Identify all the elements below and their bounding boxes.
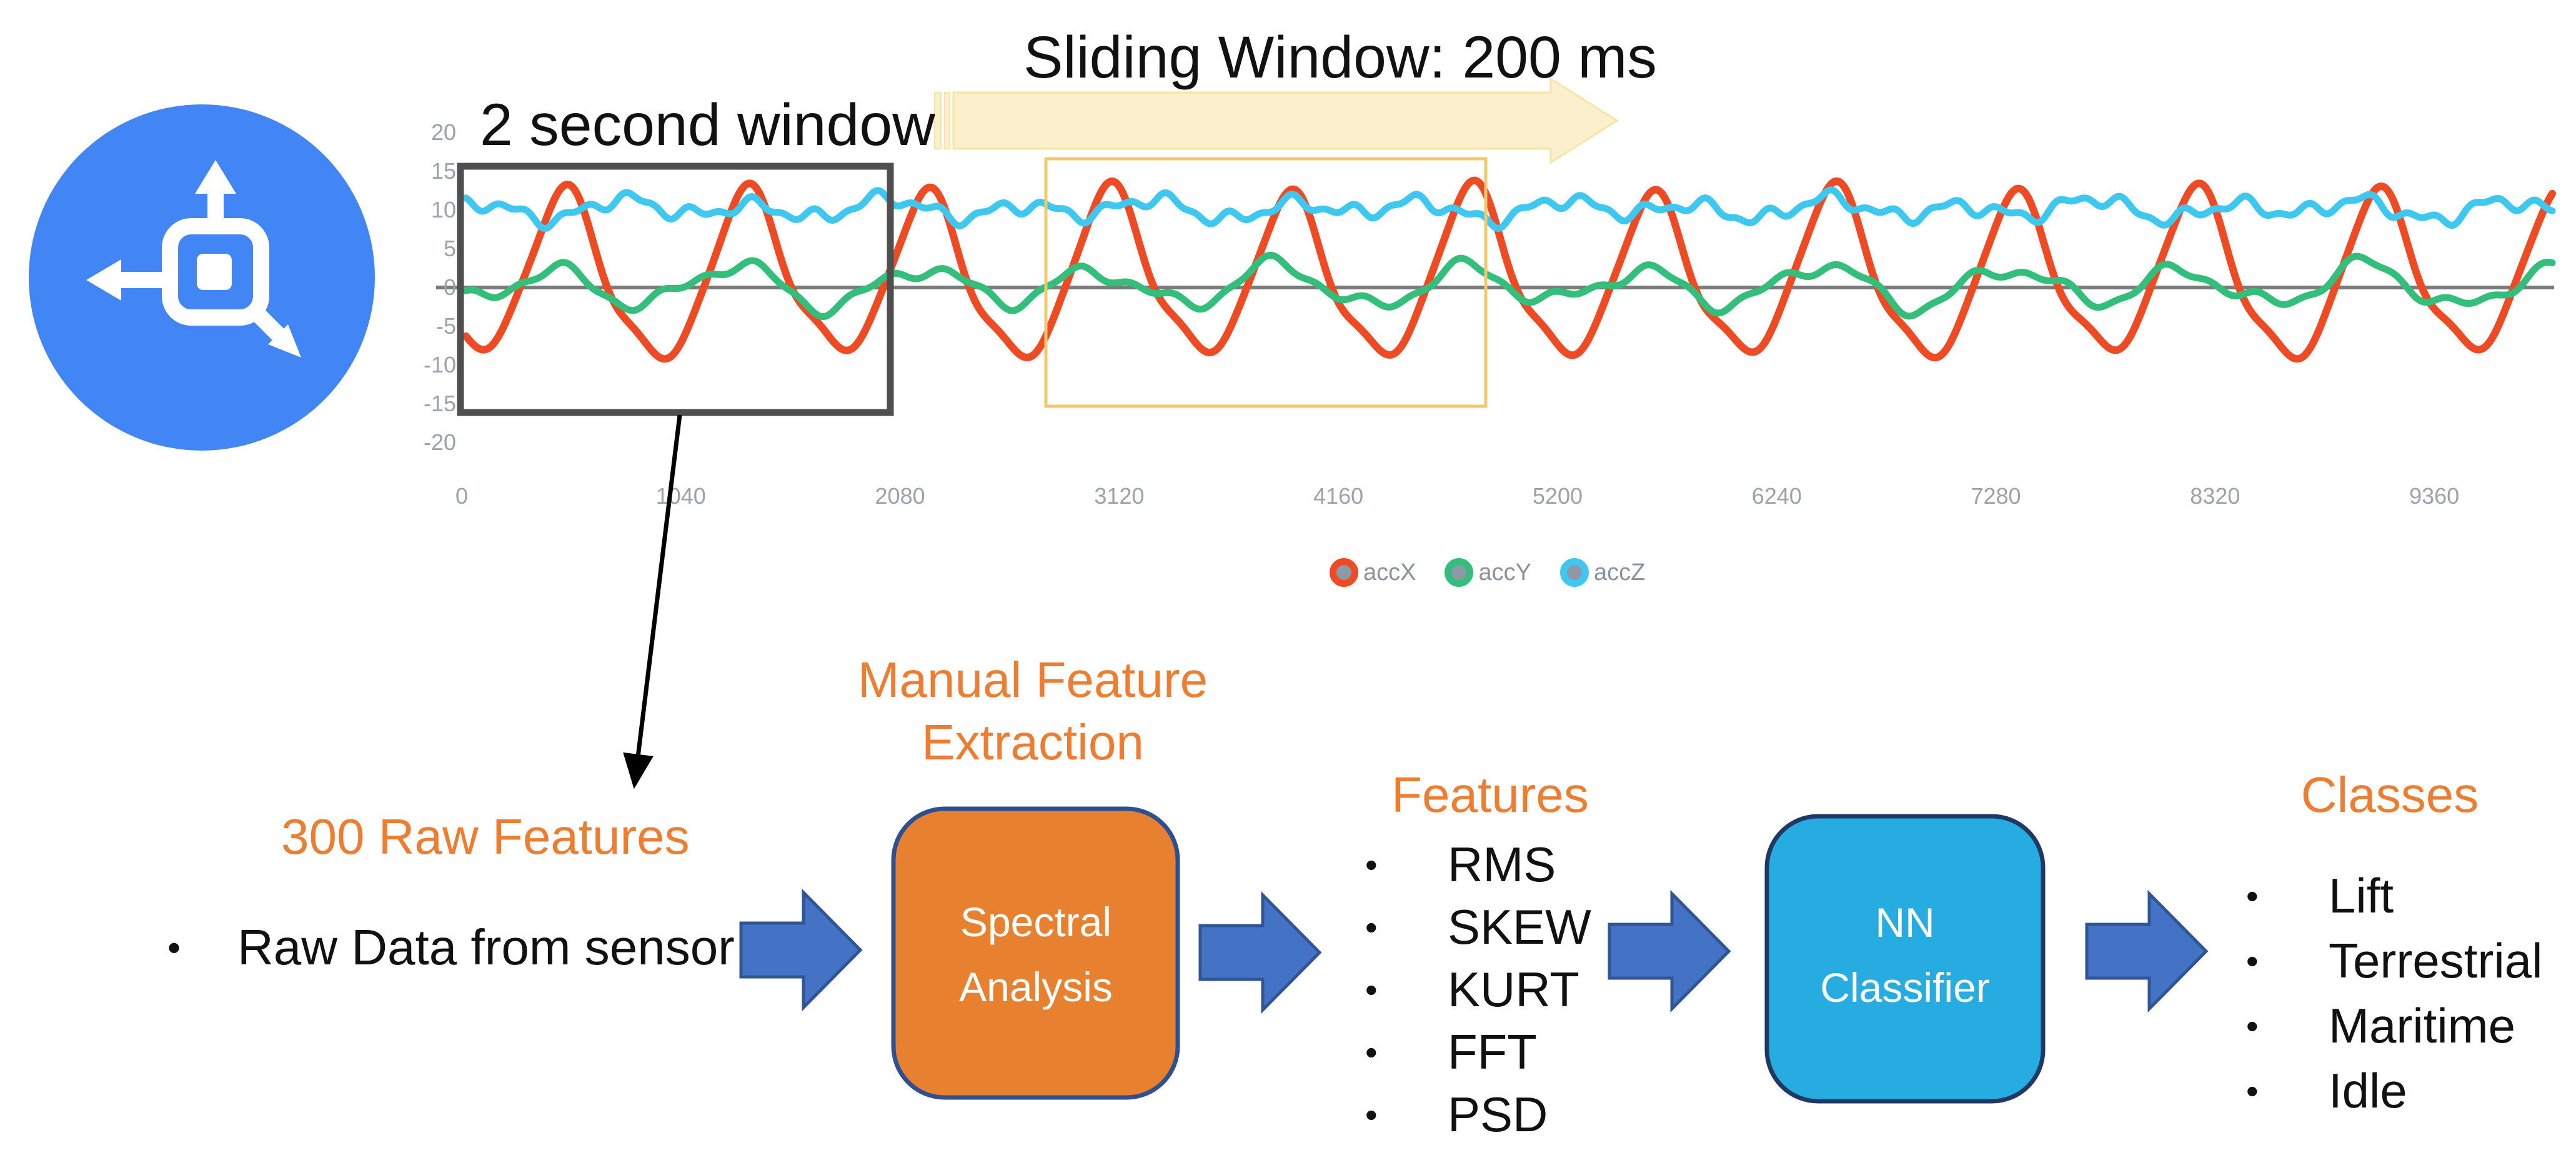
nn-classifier-line2: Classifier [1820, 964, 1990, 1011]
x-tick-label: 6240 [1751, 483, 1802, 509]
y-tick-label: 20 [430, 119, 456, 145]
accX-waveform [462, 176, 2556, 363]
features-title: Features [1391, 767, 1589, 822]
manual-feature-extraction-label: Manual Feature Extraction [858, 649, 1208, 774]
list-item-label: FFT [1448, 1024, 1537, 1079]
legend-item-accX: accX [1330, 558, 1416, 587]
accY-waveform [462, 251, 2556, 321]
bullet-icon: • [1365, 1032, 1378, 1072]
chart-legend: accX accY accZ [1330, 558, 1645, 587]
list-item-label: Lift [2329, 868, 2394, 923]
y-tick-label: 5 [443, 235, 456, 261]
accZ-waveform [462, 186, 2556, 232]
x-tick-label: 4160 [1313, 483, 1364, 509]
accX-legend-ring-icon [1330, 558, 1358, 587]
list-item: • Terrestrial [2246, 928, 2542, 993]
accelerometer-3-axis-icon [29, 104, 375, 451]
legend-label: accZ [1593, 559, 1646, 586]
flow-arrow-icon [739, 888, 863, 1012]
spectral-analysis-line2: Analysis [959, 964, 1113, 1010]
two-second-window-rect [457, 162, 894, 416]
y-tick-label: -10 [423, 352, 456, 378]
nn-classifier-line1: NN [1875, 899, 1935, 946]
list-item: • Idle [2246, 1058, 2542, 1123]
bullet-icon: • [1365, 1094, 1378, 1134]
manual-feature-extraction-line1: Manual Feature [857, 652, 1208, 708]
accY-legend-ring-icon [1445, 558, 1474, 587]
two-second-window-label: 2 second window [480, 92, 935, 158]
spectral-analysis-label: Spectral Analysis [959, 889, 1113, 1019]
list-item: • Lift [2246, 863, 2542, 928]
list-item-label: SKEW [1448, 899, 1591, 954]
bullet-icon: • [2246, 1006, 2259, 1046]
list-item-label: RMS [1448, 836, 1556, 892]
y-tick-label: 15 [430, 158, 456, 184]
list-item-label: Terrestrial [2329, 932, 2543, 988]
x-tick-label: 5200 [1532, 483, 1583, 509]
x-tick-label: 9360 [2409, 483, 2460, 509]
legend-label: accY [1478, 559, 1531, 586]
legend-item-accZ: accZ [1559, 558, 1646, 587]
list-item-label: PSD [1448, 1086, 1548, 1142]
bullet-icon: • [2246, 1071, 2259, 1111]
raw-features-count-label: 300 Raw Features [281, 809, 690, 864]
flow-arrow-icon [2085, 889, 2209, 1013]
flow-arrow-icon [1198, 891, 1322, 1014]
manual-feature-extraction-line2: Extraction [922, 714, 1144, 770]
list-item-label: KURT [1448, 961, 1579, 1017]
x-tick-label: 1040 [655, 483, 706, 509]
list-item: • RMS [1365, 833, 1591, 896]
list-item: • FFT [1365, 1021, 1591, 1083]
nn-classifier-label: NN Classifier [1820, 890, 1989, 1020]
y-tick-label: 0 [443, 274, 456, 300]
x-tick-label: 7280 [1971, 483, 2021, 509]
bullet-icon: • [167, 926, 181, 969]
y-tick-label: -20 [423, 429, 456, 456]
pipeline-flow-arrows [739, 888, 2209, 1014]
x-tick-label: 0 [455, 483, 469, 509]
raw-data-label: Raw Data from sensor [237, 919, 735, 975]
bullet-icon: • [2246, 876, 2259, 916]
list-item-label: Maritime [2329, 998, 2516, 1053]
legend-item-accY: accY [1445, 558, 1531, 587]
accZ-legend-ring-icon [1559, 558, 1589, 587]
y-tick-label: -5 [435, 313, 456, 339]
bullet-icon: • [1365, 907, 1378, 947]
sliding-window-title: Sliding Window: 200 ms [1023, 24, 1657, 91]
x-tick-label: 3120 [1094, 483, 1145, 509]
list-item: • SKEW [1365, 896, 1591, 958]
sliding-window-arrow [934, 77, 1619, 164]
list-item: • KURT [1365, 958, 1591, 1021]
raw-data-bullet-item: • Raw Data from sensor [167, 919, 735, 976]
bullet-icon: • [2246, 941, 2259, 981]
bullet-icon: • [1365, 844, 1378, 884]
window-to-features-arrow [623, 414, 682, 789]
spectral-analysis-box [891, 806, 1180, 1100]
flow-arrow-icon [1608, 889, 1731, 1013]
classes-list: • Lift • Terrestrial • Maritime • Idle [2246, 863, 2542, 1123]
x-tick-label: 8320 [2190, 483, 2240, 509]
spectral-analysis-line1: Spectral [960, 899, 1112, 945]
bullet-icon: • [1365, 969, 1378, 1009]
nn-classifier-box [1764, 814, 2046, 1104]
classes-title: Classes [2300, 767, 2479, 822]
acceleration-waveforms [462, 176, 2556, 363]
list-item: • Maritime [2246, 993, 2542, 1058]
legend-label: accX [1363, 559, 1416, 586]
y-tick-label: -15 [423, 391, 456, 417]
list-item: • PSD [1365, 1083, 1591, 1146]
y-tick-label: 10 [430, 196, 456, 222]
list-item-label: Idle [2329, 1062, 2407, 1118]
features-list: • RMS • SKEW • KURT • FFT • PSD [1365, 833, 1591, 1146]
sliding-window-highlight-rect [1044, 157, 1488, 408]
x-tick-label: 2080 [875, 483, 925, 509]
